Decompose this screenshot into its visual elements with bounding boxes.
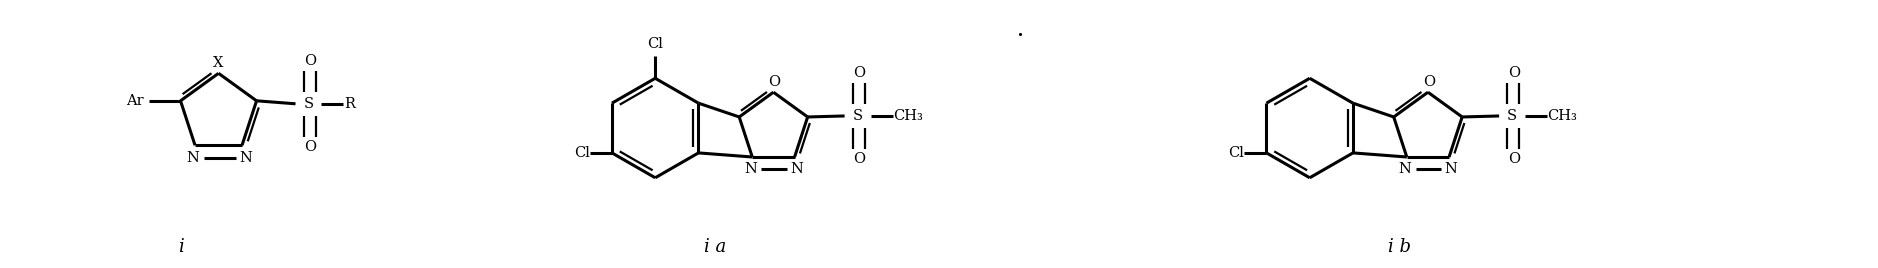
Text: i b: i b [1388, 239, 1410, 256]
Text: X: X [214, 56, 223, 70]
Text: O: O [304, 140, 317, 154]
Text: Cl: Cl [1228, 146, 1245, 160]
Text: S: S [1506, 109, 1517, 123]
Text: O: O [1424, 75, 1435, 89]
Text: S: S [853, 109, 862, 123]
Text: N: N [1399, 162, 1410, 176]
Text: O: O [768, 75, 781, 89]
Text: CH₃: CH₃ [894, 109, 922, 123]
Text: O: O [1508, 152, 1519, 166]
Text: Cl: Cl [575, 146, 590, 160]
Text: N: N [1444, 162, 1457, 176]
Text: Ar: Ar [126, 94, 143, 108]
Text: i a: i a [704, 239, 727, 256]
Text: S: S [304, 97, 314, 111]
Text: O: O [1508, 66, 1519, 80]
Text: R: R [344, 97, 355, 111]
Text: O: O [853, 152, 866, 166]
Text: CH₃: CH₃ [1547, 109, 1578, 123]
Text: i: i [178, 239, 184, 256]
Text: N: N [744, 162, 757, 176]
Text: N: N [791, 162, 804, 176]
Text: Cl: Cl [648, 38, 663, 51]
Text: O: O [853, 66, 866, 80]
Text: N: N [240, 151, 252, 165]
Text: O: O [304, 54, 317, 68]
Text: N: N [186, 151, 199, 165]
